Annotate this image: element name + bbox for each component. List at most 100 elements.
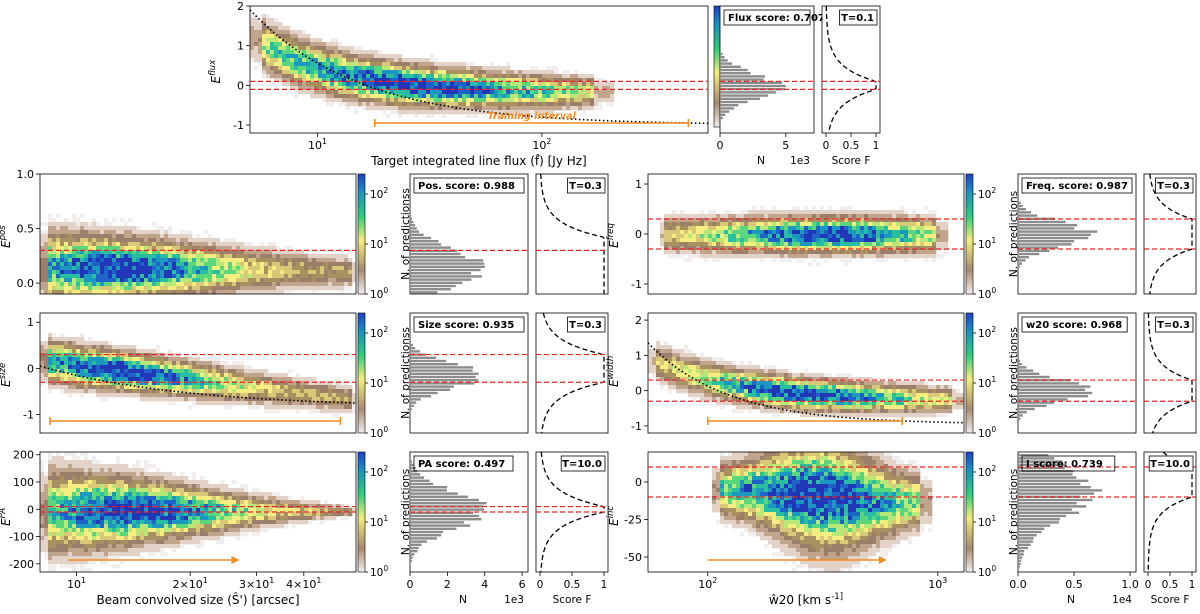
heatmap-cell: [602, 98, 607, 103]
heatmap-cell: [336, 393, 341, 398]
heatmap-cell: [262, 30, 267, 35]
heatmap-cell: [442, 74, 447, 79]
heatmap-cell: [76, 381, 81, 386]
heatmap-cell: [60, 560, 65, 565]
histogram-bar: [410, 398, 421, 401]
y-tick-label: 0: [27, 503, 34, 516]
heatmap-cell: [490, 106, 495, 111]
heatmap-cell: [144, 460, 149, 465]
heatmap-cell: [280, 254, 285, 259]
heatmap-cell: [676, 222, 681, 227]
heatmap-cell: [370, 106, 375, 111]
heatmap-cell: [606, 102, 611, 107]
heatmap-cell: [164, 381, 169, 386]
heatmap-cell: [292, 381, 297, 386]
heatmap-cell: [60, 349, 65, 354]
heatmap-cell: [306, 38, 311, 43]
heatmap-cell: [324, 393, 329, 398]
heatmap-cell: [244, 290, 249, 295]
heatmap-cell: [68, 544, 73, 549]
heatmap-cell: [104, 488, 109, 493]
heatmap-cell: [88, 262, 93, 267]
heatmap-cell: [554, 106, 559, 111]
heatmap-cell: [56, 238, 61, 243]
heatmap-cell: [208, 500, 213, 505]
heatmap-cell: [180, 254, 185, 259]
heatmap-cell: [280, 250, 285, 255]
heatmap-cell: [316, 262, 321, 267]
histogram-bar: [410, 369, 473, 372]
heatmap-cell: [236, 393, 241, 398]
heatmap-cell: [132, 480, 137, 485]
heatmap-cell: [92, 262, 97, 267]
score-curve: [825, 6, 877, 134]
heatmap-cell: [224, 508, 229, 513]
heatmap-cell: [196, 492, 201, 497]
heatmap-cell: [354, 70, 359, 75]
heatmap-cell: [300, 516, 305, 521]
heatmap-cell: [288, 286, 293, 291]
heatmap-cell: [80, 560, 85, 565]
heatmap-cell: [708, 250, 713, 255]
heatmap-cell: [680, 218, 685, 223]
heatmap-cell: [144, 397, 149, 402]
heatmap-cell: [100, 262, 105, 267]
heatmap-cell: [168, 254, 173, 259]
heatmap-cell: [120, 278, 125, 283]
heatmap-cell: [188, 286, 193, 291]
heatmap-cell: [116, 532, 121, 537]
heatmap-cell: [708, 222, 713, 227]
heatmap-cell: [354, 62, 359, 67]
heatmap-cell: [664, 226, 669, 231]
heatmap-cell: [316, 266, 321, 271]
heatmap-cell: [268, 500, 273, 505]
heatmap-cell: [48, 234, 53, 239]
heatmap-cell: [156, 544, 161, 549]
heatmap-cell: [550, 86, 555, 91]
heatmap-cell: [280, 274, 285, 279]
heatmap-cell: [366, 74, 371, 79]
heatmap-cell: [244, 274, 249, 279]
heatmap-cell: [216, 492, 221, 497]
heatmap-cell: [96, 381, 101, 386]
heatmap-cell: [108, 282, 113, 287]
heatmap-cell: [542, 98, 547, 103]
heatmap-cell: [340, 393, 345, 398]
heatmap-cell: [280, 282, 285, 287]
heatmap-cell: [88, 472, 93, 477]
heatmap-cell: [132, 500, 137, 505]
heatmap-cell: [136, 381, 141, 386]
heatmap-cell: [212, 496, 217, 501]
heatmap-cell: [288, 512, 293, 517]
heatmap-cell: [272, 258, 277, 263]
heatmap-cell: [354, 46, 359, 51]
heatmap-cell: [204, 516, 209, 521]
heatmap-cell: [402, 110, 407, 115]
heatmap-cell: [688, 214, 693, 219]
heatmap-cell: [264, 389, 269, 394]
heatmap-cell: [414, 114, 419, 119]
heatmap-cell: [132, 266, 137, 271]
heatmap-cell: [320, 266, 325, 271]
heatmap-cell: [128, 254, 133, 259]
heatmap-cell: [212, 377, 217, 382]
heatmap-cell: [200, 496, 205, 501]
heatmap-cell: [308, 278, 313, 283]
heatmap-cell: [236, 373, 241, 378]
heatmap-cell: [244, 254, 249, 259]
heatmap-cell: [294, 62, 299, 67]
heatmap-cell: [274, 54, 279, 59]
heatmap-cell: [128, 520, 133, 525]
heatmap-cell: [64, 488, 69, 493]
heatmap-cell: [402, 94, 407, 99]
heatmap-cell: [224, 532, 229, 537]
heatmap-cell: [56, 516, 61, 521]
heatmap-cell: [88, 544, 93, 549]
heatmap-cell: [172, 472, 177, 477]
heatmap-cell: [92, 484, 97, 489]
heatmap-cell: [232, 373, 237, 378]
heatmap-cell: [300, 496, 305, 501]
heatmap-cell: [92, 373, 97, 378]
heatmap-cell: [288, 385, 293, 390]
heatmap-cell: [232, 512, 237, 517]
